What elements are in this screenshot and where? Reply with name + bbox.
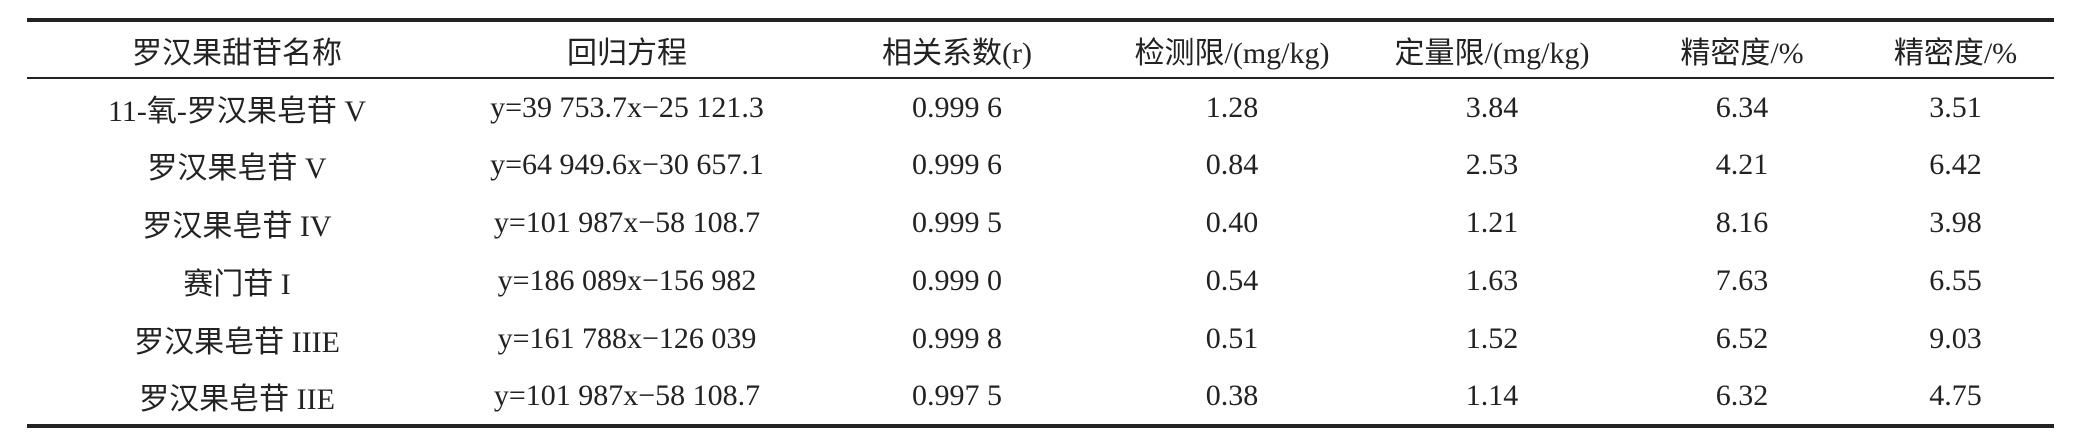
table-row: 罗汉果皂苷 IV y=101 987x−58 108.7 0.999 5 0.40 1.… xyxy=(27,194,2054,252)
table-cell: 0.38 xyxy=(1205,379,1259,412)
table-row: 罗汉果皂苷 IIIE y=161 788x−126 039 0.999 8 0.51 1… xyxy=(27,310,2054,368)
table-cell: 赛门苷 I xyxy=(183,268,291,301)
table-cell: 3.98 xyxy=(1929,206,1982,239)
table-cell: 0.84 xyxy=(1205,148,1259,181)
header-cell: 精密度/% xyxy=(1680,36,1804,70)
table-cell: y=101 987x−58 108.7 xyxy=(493,206,761,239)
header-cell: 罗汉果甜苷名称 xyxy=(132,36,342,70)
table-cell: 0.997 5 xyxy=(912,379,1002,412)
table-cell: 0.999 8 xyxy=(912,322,1002,355)
table-cell: 4.21 xyxy=(1715,148,1769,181)
table-cell: y=64 949.6x−30 657.1 xyxy=(490,148,764,181)
table-cell: 11-氧-罗汉果皂苷 V xyxy=(107,94,367,128)
table-cell: y=161 788x−126 039 xyxy=(497,322,757,355)
table-cell: y=101 987x−58 108.7 xyxy=(493,379,761,412)
header-row: 罗汉果甜苷名称 回归方程 相关系数(r) 检测限/(mg/kg) 定量限/(mg/kg)… xyxy=(27,20,2054,78)
table-cell: 0.999 0 xyxy=(912,264,1002,297)
table-cell: 3.84 xyxy=(1465,90,1519,124)
table-cell: y=39 753.7x−25 121.3 xyxy=(490,90,764,124)
table-cell: 1.28 xyxy=(1205,90,1259,124)
table-cell: 0.40 xyxy=(1205,206,1259,239)
table-cell: 0.999 6 xyxy=(912,90,1002,124)
data-table: 罗汉果甜苷名称 回归方程 相关系数(r) 检测限/(mg/kg) 定量限/(mg/kg)… xyxy=(27,18,2054,428)
table-row: 赛门苷 I y=186 089x−156 982 0.999 0 0.54 1.63 7.… xyxy=(27,252,2054,310)
table-cell: 2.53 xyxy=(1465,148,1519,181)
table-cell: 罗汉果皂苷 IIIE xyxy=(134,326,340,359)
table-row: 11-氧-罗汉果皂苷 V y=39 753.7x−25 121.3 0.999 6 1… xyxy=(27,78,2054,136)
table-body: 11-氧-罗汉果皂苷 V y=39 753.7x−25 121.3 0.999 6 1… xyxy=(27,78,2054,426)
table-cell: 1.14 xyxy=(1465,379,1519,412)
table-cell: 6.42 xyxy=(1929,148,1982,181)
table-cell: 6.55 xyxy=(1929,264,1982,297)
table-cell: 6.52 xyxy=(1715,322,1769,355)
table-row: 罗汉果皂苷 V y=64 949.6x−30 657.1 0.999 6 0.84 2.… xyxy=(27,136,2054,194)
header-cell: 回归方程 xyxy=(567,36,687,70)
table-cell: 0.999 6 xyxy=(912,148,1002,181)
header-cell: 精密度/% xyxy=(1893,36,2018,70)
table-cell: 0.54 xyxy=(1205,264,1259,297)
table-cell: 1.63 xyxy=(1465,264,1519,297)
table-cell: 0.51 xyxy=(1205,322,1259,355)
table-cell: 8.16 xyxy=(1715,206,1769,239)
table-wrap: 罗汉果甜苷名称 回归方程 相关系数(r) 检测限/(mg/kg) 定量限/(mg/kg)… xyxy=(27,18,2054,428)
table-cell: 罗汉果皂苷 IV xyxy=(142,210,332,243)
table-row: 罗汉果皂苷 IIE y=101 987x−58 108.7 0.997 5 0.38 1… xyxy=(27,368,2054,426)
table-head: 罗汉果甜苷名称 回归方程 相关系数(r) 检测限/(mg/kg) 定量限/(mg/kg)… xyxy=(27,20,2054,78)
table-cell: 3.51 xyxy=(1929,90,1982,124)
table-cell: 6.34 xyxy=(1715,90,1769,124)
table-cell: 罗汉果皂苷 IIE xyxy=(139,383,335,416)
table-cell: 1.21 xyxy=(1465,206,1519,239)
table-cell: 罗汉果皂苷 V xyxy=(147,152,327,185)
table-cell: 1.52 xyxy=(1465,322,1519,355)
header-cell: 定量限/(mg/kg) xyxy=(1394,36,1590,70)
table-cell: 7.63 xyxy=(1715,264,1769,297)
table-cell: 9.03 xyxy=(1929,322,1982,355)
header-cell: 检测限/(mg/kg) xyxy=(1134,36,1330,70)
table-cell: 6.32 xyxy=(1715,379,1769,412)
table-cell: 4.75 xyxy=(1929,379,1982,412)
table-cell: 0.999 5 xyxy=(912,206,1002,239)
table-cell: y=186 089x−156 982 xyxy=(497,264,757,297)
header-cell: 相关系数(r) xyxy=(882,36,1032,70)
